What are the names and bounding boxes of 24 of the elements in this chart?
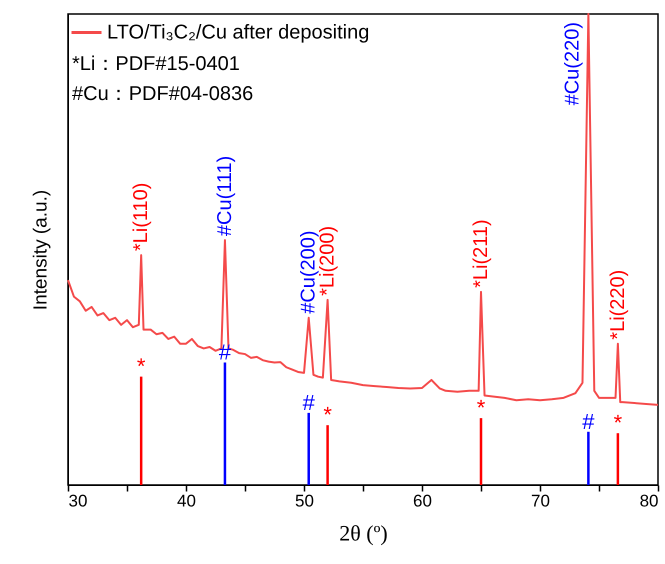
x-tick-label: 30 xyxy=(68,492,88,510)
y-axis-title: Intensity (a.u.) xyxy=(30,190,52,310)
x-tick-label: 50 xyxy=(295,492,314,510)
annotation: *Li(211) xyxy=(470,219,492,288)
x-tick-label: 40 xyxy=(177,492,196,510)
annotation: *Li(110) xyxy=(130,182,152,252)
annotation: *Li：PDF#15-0401 xyxy=(72,53,240,75)
annotation: # xyxy=(582,408,596,434)
annotation: #Cu(220) xyxy=(561,22,584,106)
annotation: # xyxy=(218,340,232,365)
annotation: #Cu：PDF#04-0836 xyxy=(72,83,254,105)
annotation: # xyxy=(302,390,316,415)
annotation: #Cu(200) xyxy=(298,230,320,314)
x-tick-label: 60 xyxy=(413,492,432,510)
annotation: *Li(220) xyxy=(606,270,629,340)
annotation: * xyxy=(614,410,623,436)
x-axis-title: 2θ (º) xyxy=(339,520,388,546)
legend-label: LTO/Ti₃C₂/Cu after depositing xyxy=(107,22,370,44)
annotation: * xyxy=(136,354,146,379)
annotation: * xyxy=(323,402,332,428)
annotation: * xyxy=(476,395,486,420)
annotation: #Cu(111) xyxy=(214,156,236,236)
x-tick-label: 70 xyxy=(531,492,550,510)
x-tick-label: 80 xyxy=(640,492,658,510)
